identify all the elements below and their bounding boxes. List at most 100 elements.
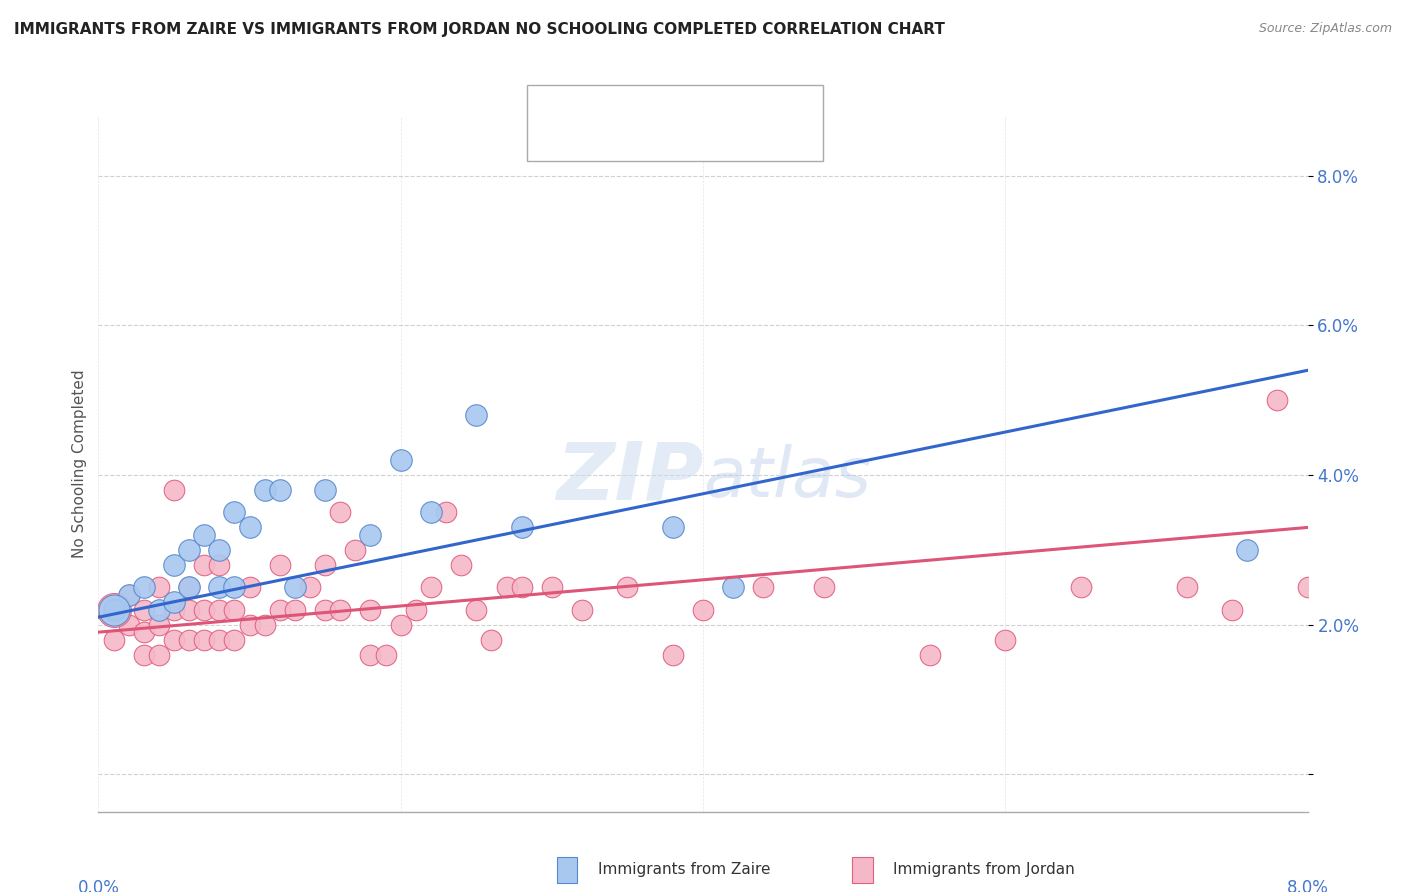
Point [510, 520, 533, 534]
Point [389, 453, 412, 467]
Point [661, 648, 683, 662]
Point [434, 506, 457, 520]
Point [148, 603, 170, 617]
Point [752, 580, 775, 594]
Point [239, 580, 262, 594]
Point [224, 603, 246, 617]
Point [479, 632, 503, 647]
Point [994, 632, 1017, 647]
Point [450, 558, 472, 572]
Point [918, 648, 941, 662]
Point [723, 580, 745, 594]
Point [148, 648, 170, 662]
Point [314, 558, 336, 572]
Text: Source: ZipAtlas.com: Source: ZipAtlas.com [1258, 22, 1392, 36]
Text: atlas: atlas [703, 444, 870, 511]
Point [284, 580, 307, 594]
Point [1175, 580, 1198, 594]
Y-axis label: No Schooling Completed: No Schooling Completed [72, 369, 87, 558]
Point [465, 408, 488, 422]
Point [163, 603, 186, 617]
Point [179, 580, 201, 594]
Point [269, 483, 291, 497]
Point [616, 580, 638, 594]
Point [239, 520, 262, 534]
Point [1236, 542, 1258, 557]
Text: R = 0.391   N = 26: R = 0.391 N = 26 [583, 96, 741, 114]
Point [571, 603, 593, 617]
Point [132, 580, 155, 594]
Point [329, 506, 352, 520]
Point [1296, 580, 1319, 594]
Point [193, 632, 215, 647]
Text: Immigrants from Jordan: Immigrants from Jordan [893, 863, 1074, 877]
Point [163, 632, 186, 647]
Point [269, 558, 291, 572]
Point [239, 617, 262, 632]
Point [103, 603, 125, 617]
Point [132, 603, 155, 617]
Point [329, 603, 352, 617]
Text: R = 0.178   N = 62: R = 0.178 N = 62 [583, 134, 741, 152]
Point [208, 580, 231, 594]
Point [132, 648, 155, 662]
Point [118, 617, 141, 632]
Text: ZIP: ZIP [555, 439, 703, 516]
Point [179, 542, 201, 557]
Text: 8.0%: 8.0% [1286, 879, 1329, 892]
Point [193, 528, 215, 542]
Point [314, 483, 336, 497]
Point [103, 603, 125, 617]
Point [208, 603, 231, 617]
Point [179, 580, 201, 594]
Point [284, 603, 307, 617]
Point [465, 603, 488, 617]
Point [359, 648, 381, 662]
Point [103, 632, 125, 647]
Point [1070, 580, 1092, 594]
Point [419, 580, 441, 594]
Point [692, 603, 714, 617]
Point [103, 603, 125, 617]
Point [179, 632, 201, 647]
Point [359, 603, 381, 617]
Point [510, 580, 533, 594]
Point [253, 483, 276, 497]
Point [495, 580, 517, 594]
Point [208, 542, 231, 557]
Point [148, 617, 170, 632]
Point [118, 588, 141, 602]
Point [224, 506, 246, 520]
Text: Immigrants from Zaire: Immigrants from Zaire [598, 863, 770, 877]
Point [224, 632, 246, 647]
Point [163, 483, 186, 497]
Point [224, 580, 246, 594]
Point [253, 617, 276, 632]
Text: IMMIGRANTS FROM ZAIRE VS IMMIGRANTS FROM JORDAN NO SCHOOLING COMPLETED CORRELATI: IMMIGRANTS FROM ZAIRE VS IMMIGRANTS FROM… [14, 22, 945, 37]
Point [269, 603, 291, 617]
Point [179, 603, 201, 617]
Point [1220, 603, 1243, 617]
Point [374, 648, 396, 662]
Point [1265, 393, 1288, 408]
Point [661, 520, 683, 534]
Point [193, 603, 215, 617]
Point [208, 632, 231, 647]
Point [163, 558, 186, 572]
Point [419, 506, 441, 520]
Text: 0.0%: 0.0% [77, 879, 120, 892]
Point [132, 625, 155, 640]
Point [359, 528, 381, 542]
Point [314, 603, 336, 617]
Point [163, 595, 186, 609]
Point [299, 580, 322, 594]
Point [344, 542, 367, 557]
Point [118, 588, 141, 602]
Point [405, 603, 427, 617]
Point [540, 580, 562, 594]
Point [148, 580, 170, 594]
Point [103, 603, 125, 617]
Point [389, 617, 412, 632]
Point [208, 558, 231, 572]
Point [813, 580, 835, 594]
